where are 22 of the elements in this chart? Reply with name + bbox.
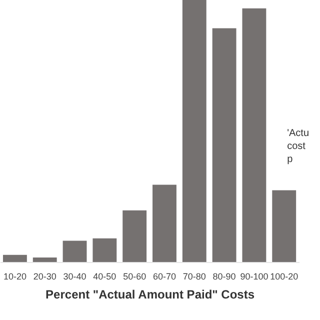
x-tick-label: 100-20 — [270, 272, 298, 282]
bar — [122, 210, 147, 262]
x-tick-label: 70-80 — [182, 272, 206, 282]
bar — [212, 28, 236, 262]
bar — [152, 184, 176, 262]
bar — [182, 0, 206, 262]
x-tick-label: 30-40 — [63, 272, 86, 282]
x-tick-label: 80-90 — [212, 272, 236, 282]
x-axis-title: Percent "Actual Amount Paid" Costs — [46, 288, 255, 302]
x-tick-label: 50-60 — [123, 272, 146, 282]
x-tick-label: 60-70 — [152, 272, 176, 282]
bar — [62, 240, 87, 262]
bar — [2, 254, 27, 262]
bar — [92, 238, 117, 262]
x-tick-label: 40-50 — [93, 272, 116, 282]
bar — [272, 190, 296, 262]
bar — [32, 258, 57, 262]
x-tick-label: 20-30 — [33, 272, 56, 282]
annotation: 'Actu cost p — [287, 128, 310, 165]
x-tick-label: 10-20 — [3, 272, 26, 282]
bar — [242, 8, 266, 262]
x-tick-label: 90-100 — [240, 272, 268, 282]
